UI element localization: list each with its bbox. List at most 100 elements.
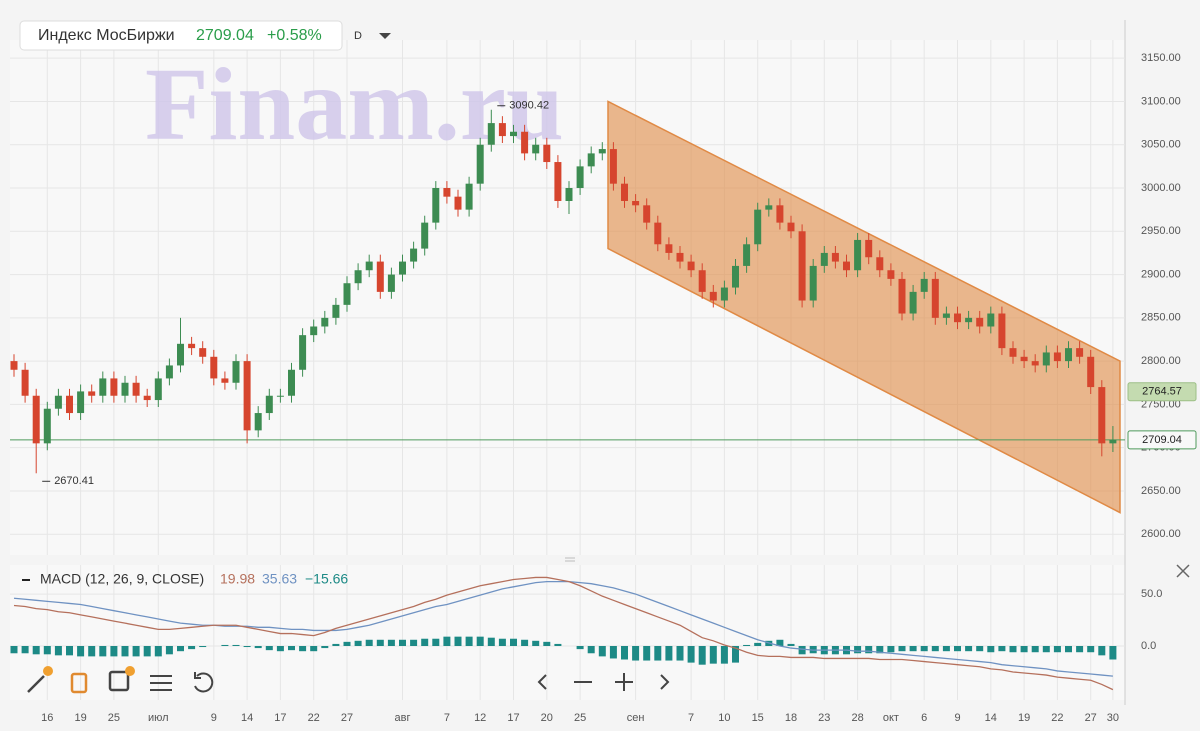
candle-body [476,144,484,184]
macd-histogram-bar [998,646,1006,652]
candle-body [854,239,862,271]
macd-histogram-bar [299,646,307,652]
y-tick-label: 2950.00 [1141,225,1181,237]
macd-histogram-bar [898,646,906,652]
scroll-left[interactable] [537,674,547,690]
macd-histogram-bar [521,639,529,646]
candle-body [1020,356,1028,362]
macd-histogram-bar [410,639,418,646]
candle-body [1053,352,1061,362]
candle-body [387,274,395,292]
candle-body [443,188,451,197]
candle-body [820,252,828,266]
candle-body [687,261,695,271]
candle-body [288,369,295,396]
x-tick-label: 25 [574,712,586,724]
x-tick-label: 30 [1107,712,1119,724]
macd-histogram-bar [121,646,129,657]
pane-splitter[interactable] [565,557,575,562]
macd-histogram-bar [387,639,395,646]
reset-tool[interactable] [194,672,214,693]
macd-histogram-bar [276,646,284,652]
macd-histogram-bar [199,646,207,648]
candle-body [399,261,406,275]
instrument-name: Индекс МосБиржи [38,27,175,44]
macd-histogram-bar [621,646,628,660]
macd-histogram-bar [310,646,318,652]
y-tick-label: 2800.00 [1141,355,1181,367]
candle-body [310,326,318,336]
macd-histogram-bar [66,646,73,656]
candle-body [554,162,562,201]
candle-body [354,270,362,284]
macd-histogram-bar [343,641,351,646]
macd-histogram-bar [21,646,29,654]
list-tool[interactable] [70,672,88,694]
indicators-tool[interactable] [108,670,130,692]
macd-histogram-bar [254,646,262,649]
watermark: Finam.ru [145,47,564,162]
macd-histogram-bar [876,646,884,654]
x-tick-label: 14 [985,712,997,724]
macd-histogram-bar [1109,646,1117,660]
last-price: 2709.04 [196,27,254,44]
macd-histogram-bar [99,646,107,657]
macd-histogram-bar [776,639,784,646]
draw-tool[interactable] [27,675,45,693]
macd-histogram-bar [798,646,806,655]
candle-body [909,291,917,314]
macd-histogram-bar [954,646,961,652]
interval-dropdown[interactable] [379,33,391,39]
x-tick-label: 12 [474,712,486,724]
badge [43,666,53,676]
y-tick-label: 2750.00 [1141,398,1181,410]
macd-histogram-bar [177,646,184,652]
macd-histogram-bar [1076,646,1084,653]
candle-body [132,382,140,396]
settings-tool[interactable] [150,675,172,691]
candle-body [1042,352,1050,366]
close-pane[interactable] [1176,564,1190,578]
scroll-right[interactable] [660,674,670,690]
macd-histogram-bar [976,646,984,652]
macd-histogram-bar [743,644,751,646]
candle-body [321,317,329,327]
x-tick-label: 25 [108,712,120,724]
candle-body [410,248,418,262]
candle-body [765,205,773,210]
y-tick-label: 2850.00 [1141,312,1181,324]
x-tick-label: 17 [274,712,286,724]
y-tick-label: 2600.00 [1141,528,1181,540]
candle-body [621,183,628,201]
macd-histogram-bar [609,646,617,659]
macd-histogram-bar [732,646,739,663]
x-tick-label: 22 [308,712,320,724]
candle-body [1031,361,1039,366]
macd-histogram-bar [854,646,862,654]
macd-histogram-bar [32,646,40,655]
signal-value: 35.63 [262,571,297,587]
macd-histogram-bar [931,646,939,652]
x-tick-label: 27 [1085,712,1097,724]
zoom-in[interactable] [615,673,633,691]
macd-histogram-bar [232,644,240,646]
x-tick-label: 7 [688,712,694,724]
macd-histogram-bar [1009,646,1017,653]
macd-histogram-bar [143,646,151,657]
y-tick-label: 3050.00 [1141,139,1181,151]
trend-channel [607,100,1121,514]
candle-body [665,244,673,253]
price-tag [1127,382,1197,402]
macd-histogram-bar [665,646,673,661]
candle-body [754,209,762,245]
macd-histogram-bar [265,646,273,651]
macd-histogram-bar [243,646,251,648]
macd-histogram-bar [720,646,728,664]
macd-histogram-bar [487,637,495,646]
macd-histogram-bar [887,646,895,653]
macd-histogram-bar [1053,646,1061,653]
interval[interactable]: D [354,30,362,42]
